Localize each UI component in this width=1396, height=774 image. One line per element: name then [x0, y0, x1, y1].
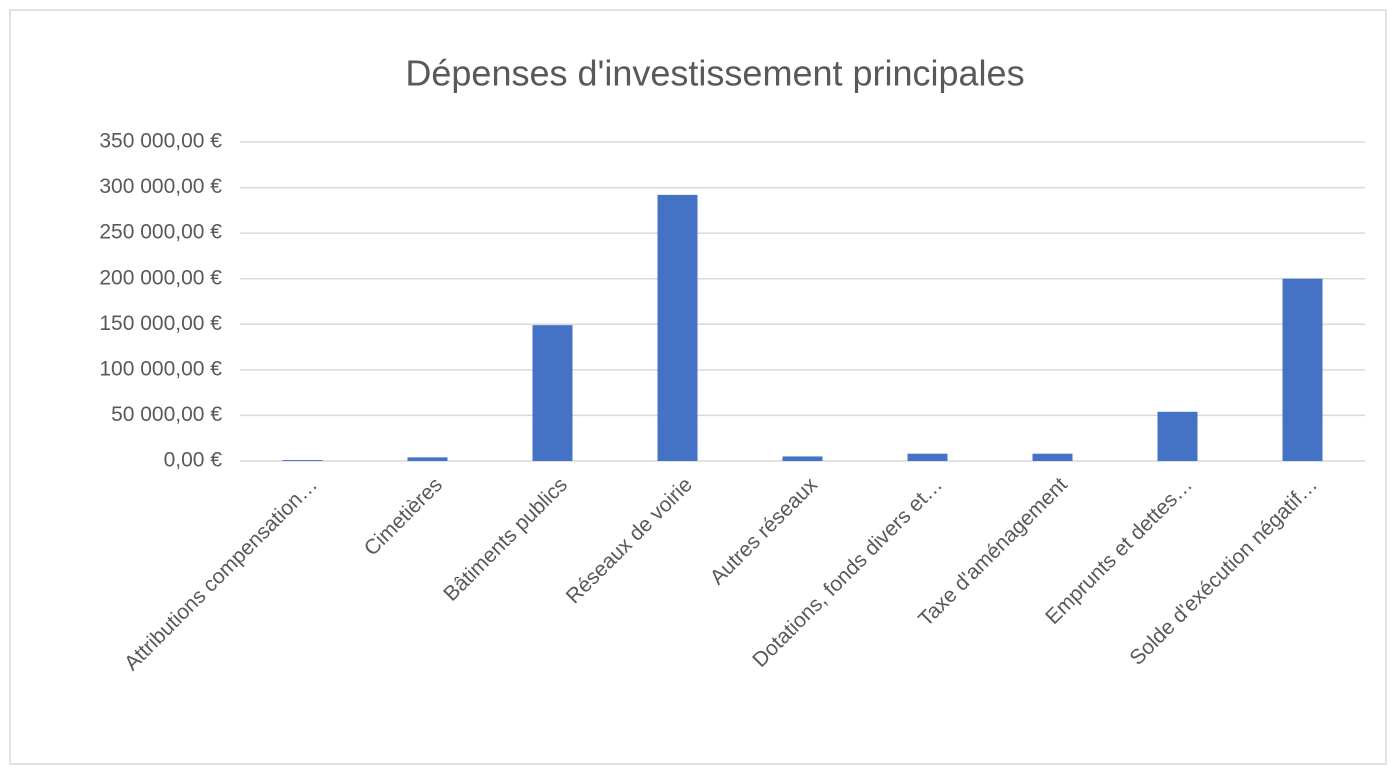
y-tick-label: 150 000,00 €	[99, 312, 222, 335]
y-tick-label: 250 000,00 €	[99, 221, 222, 244]
bar	[1032, 453, 1073, 461]
y-tick-label: 0,00 €	[164, 449, 223, 472]
bar	[282, 460, 323, 461]
bar	[1157, 411, 1198, 461]
bar	[407, 457, 448, 461]
bar	[532, 325, 573, 461]
bar	[657, 194, 698, 461]
chart-frame	[9, 9, 1387, 765]
y-tick-label: 350 000,00 €	[99, 130, 222, 153]
bar	[907, 453, 948, 461]
chart-title: Dépenses d'investissement principales	[405, 53, 1024, 94]
y-tick-label: 100 000,00 €	[99, 357, 222, 380]
y-tick-label: 200 000,00 €	[99, 266, 222, 289]
bar	[1282, 278, 1323, 461]
y-tick-label: 50 000,00 €	[111, 403, 222, 426]
bar	[782, 456, 823, 461]
y-tick-label: 300 000,00 €	[99, 175, 222, 198]
